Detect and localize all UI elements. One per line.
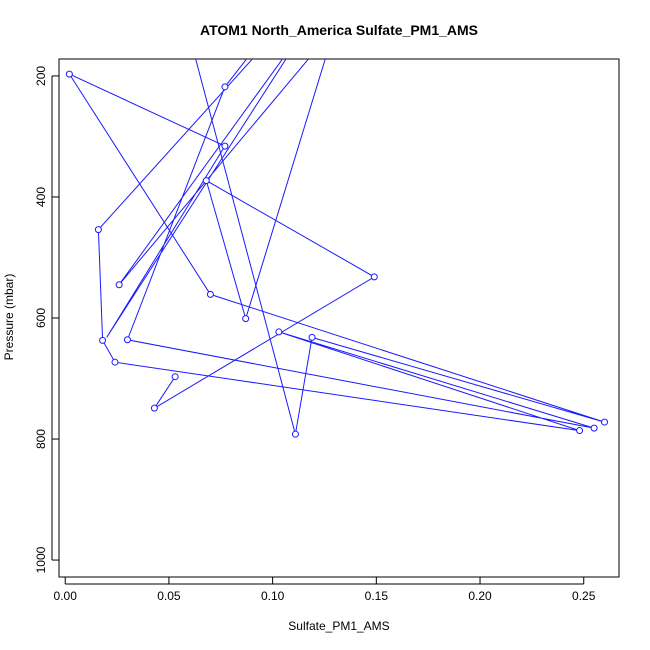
series-line	[68, 59, 605, 435]
y-tick-label: 200	[34, 66, 48, 86]
x-tick-label: 0.00	[54, 589, 78, 603]
data-point	[202, 177, 210, 185]
y-tick-label: 1000	[34, 546, 48, 573]
plot-frame	[58, 58, 620, 578]
y-axis: 200 400 600 800 1000	[34, 66, 59, 573]
data-point	[123, 336, 131, 344]
data-point	[600, 418, 608, 426]
data-point	[206, 290, 214, 298]
y-axis-label: Pressure (mbar)	[2, 274, 16, 361]
data-point	[65, 70, 73, 78]
data-point	[291, 430, 299, 438]
x-tick-label: 0.05	[157, 589, 181, 603]
data-point	[94, 226, 102, 234]
data-point	[221, 142, 229, 150]
data-point	[275, 328, 283, 336]
data-point	[221, 83, 229, 91]
data-point	[99, 336, 107, 344]
y-tick-label: 600	[34, 308, 48, 328]
x-tick-label: 0.20	[468, 589, 492, 603]
y-tick-label: 400	[34, 187, 48, 207]
data-point	[111, 358, 119, 366]
data-point	[576, 427, 584, 435]
data-point	[370, 273, 378, 281]
series-points	[65, 70, 608, 438]
y-tick-label: 800	[34, 429, 48, 449]
data-point	[115, 281, 123, 289]
data-point	[242, 315, 250, 323]
data-point	[150, 404, 158, 412]
data-point	[171, 373, 179, 381]
data-point	[590, 424, 598, 432]
x-axis-label: Sulfate_PM1_AMS	[288, 619, 389, 633]
x-tick-label: 0.25	[572, 589, 596, 603]
chart-title: ATOM1 North_America Sulfate_PM1_AMS	[200, 22, 478, 38]
x-axis: 0.00 0.05 0.10 0.15 0.20 0.25	[54, 577, 596, 603]
x-tick-label: 0.15	[365, 589, 389, 603]
data-point	[308, 333, 316, 341]
series-lines	[68, 59, 605, 435]
x-tick-label: 0.10	[261, 589, 285, 603]
